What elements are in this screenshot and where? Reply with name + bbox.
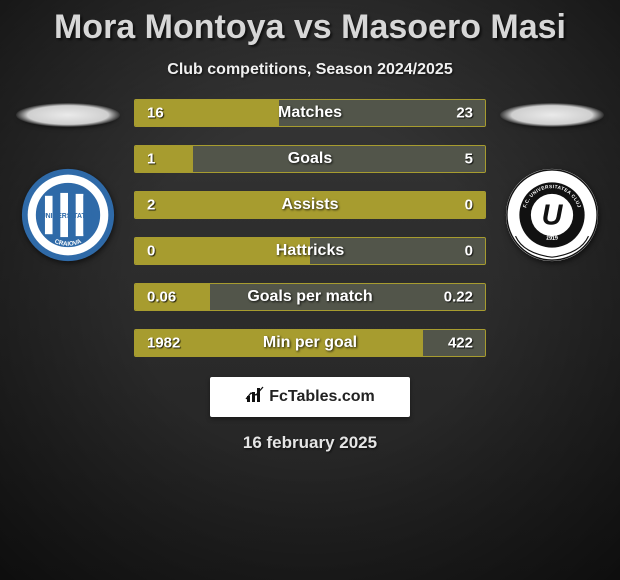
badge-text-mid: UNIVERSITATEA [41,213,96,220]
team-left-badge: CLUBUL SPORTIV UNIVERSITATEA CRAIOVA [20,167,116,263]
stat-label: Matches [278,104,342,122]
stat-label: Goals [288,150,332,168]
stat-value-right: 0 [465,243,473,260]
badge-letter: U [542,200,564,232]
stat-label: Assists [282,196,339,214]
player-placeholder-ellipse [16,103,120,127]
stat-value-right: 0 [465,197,473,214]
stat-label: Goals per match [247,288,372,306]
stat-value-left: 0.06 [147,289,176,306]
team-right-column: U F.C. UNIVERSITATEA CLUJ 1919 [492,99,612,263]
stat-value-right: 5 [465,151,473,168]
attribution-badge: FcTables.com [210,377,410,417]
chart-icon [245,386,265,409]
stat-label: Hattricks [276,242,344,260]
page-subtitle: Club competitions, Season 2024/2025 [0,61,620,79]
player-placeholder-ellipse [500,103,604,127]
team-left-column: CLUBUL SPORTIV UNIVERSITATEA CRAIOVA [8,99,128,263]
comparison-content: CLUBUL SPORTIV UNIVERSITATEA CRAIOVA 16 2… [0,99,620,357]
stat-label: Min per goal [263,334,357,352]
stat-value-left: 2 [147,197,155,214]
stats-bars: 16 23 Matches 1 5 Goals 2 0 Assists 0 0 Hattricks 0.… [128,99,492,357]
page-title: Mora Montoya vs Masoero Masi [0,0,620,47]
stat-row: 0.06 0.22 Goals per match [134,283,486,311]
stat-row: 16 23 Matches [134,99,486,127]
stat-value-left: 1982 [147,335,180,352]
stat-bar-right [193,146,485,172]
stat-value-left: 16 [147,105,164,122]
stat-value-left: 0 [147,243,155,260]
stat-bar-left [135,146,193,172]
date-text: 16 february 2025 [0,433,620,453]
stat-value-right: 23 [456,105,473,122]
stat-row: 0 0 Hattricks [134,237,486,265]
stat-value-left: 1 [147,151,155,168]
stat-row: 1 5 Goals [134,145,486,173]
badge-year: 1919 [545,235,558,242]
stat-row: 1982 422 Min per goal [134,329,486,357]
stat-value-right: 422 [448,335,473,352]
team-right-badge: U F.C. UNIVERSITATEA CLUJ 1919 [504,167,600,263]
stat-row: 2 0 Assists [134,191,486,219]
stat-value-right: 0.22 [444,289,473,306]
attribution-text: FcTables.com [269,388,375,406]
